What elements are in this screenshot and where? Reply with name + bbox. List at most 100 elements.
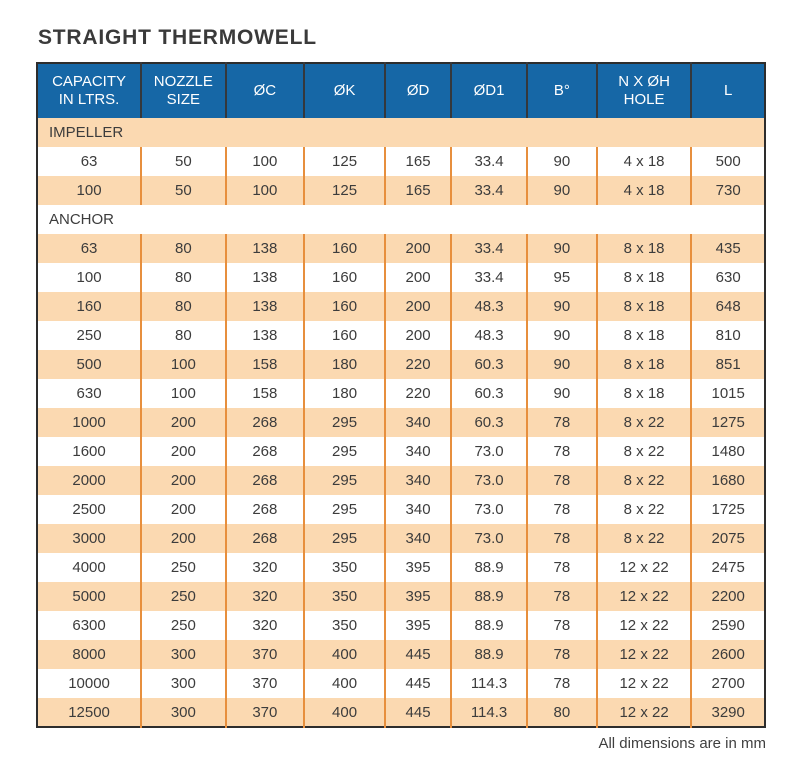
table-cell: 295 bbox=[303, 466, 385, 495]
table-cell: 3290 bbox=[690, 698, 765, 727]
table-cell: 268 bbox=[224, 437, 305, 466]
column-header: ØD bbox=[383, 63, 452, 118]
table-cell: 445 bbox=[383, 669, 452, 698]
table-cell: 125 bbox=[303, 147, 385, 176]
table-cell: 8 x 22 bbox=[595, 495, 692, 524]
table-cell: 88.9 bbox=[450, 553, 527, 582]
table-cell: 12 x 22 bbox=[595, 640, 692, 669]
table-row: 10000 300 370 400 445 114.3 78 12 x 22 2700 bbox=[37, 669, 765, 698]
table-cell: 268 bbox=[224, 466, 305, 495]
table-cell: 2500 bbox=[37, 495, 142, 524]
table-cell: 8 x 22 bbox=[595, 466, 692, 495]
table-cell: 73.0 bbox=[450, 495, 527, 524]
table-cell: 8 x 18 bbox=[595, 321, 692, 350]
table-cell: 810 bbox=[690, 321, 765, 350]
table-row: 12500 300 370 400 445 114.3 80 12 x 22 3290 bbox=[37, 698, 765, 727]
table-cell: 63 bbox=[37, 147, 142, 176]
table-header: CAPACITY IN LTRS. NOZZLE SIZE ØC ØK ØD ØD1 B° N… bbox=[37, 63, 765, 118]
table-cell: 12500 bbox=[37, 698, 142, 727]
table-cell: 350 bbox=[303, 611, 385, 640]
table-cell: 90 bbox=[525, 350, 597, 379]
table-cell: 100 bbox=[140, 350, 226, 379]
table-cell: 350 bbox=[303, 553, 385, 582]
table-cell: 88.9 bbox=[450, 640, 527, 669]
section-row: ANCHOR bbox=[37, 205, 765, 234]
table-cell: 63 bbox=[37, 234, 142, 263]
table-cell: 78 bbox=[525, 611, 597, 640]
table-cell: 100 bbox=[37, 263, 142, 292]
table-cell: 90 bbox=[525, 321, 597, 350]
table-cell: 165 bbox=[383, 176, 452, 205]
table-cell: 200 bbox=[140, 437, 226, 466]
table-cell: 220 bbox=[383, 350, 452, 379]
table-cell: 78 bbox=[525, 437, 597, 466]
table-cell: 1680 bbox=[690, 466, 765, 495]
table-cell: 350 bbox=[303, 582, 385, 611]
table-cell: 78 bbox=[525, 582, 597, 611]
table-row: 630 100 158 180 220 60.3 90 8 x 18 1015 bbox=[37, 379, 765, 408]
table-cell: 200 bbox=[140, 524, 226, 553]
table-cell: 370 bbox=[224, 669, 305, 698]
table-cell: 4 x 18 bbox=[595, 147, 692, 176]
table-cell: 160 bbox=[303, 234, 385, 263]
page-title: STRAIGHT THERMOWELL bbox=[38, 26, 317, 49]
table-cell: 158 bbox=[224, 350, 305, 379]
table-cell: 138 bbox=[224, 292, 305, 321]
table-cell: 78 bbox=[525, 466, 597, 495]
table-cell: 250 bbox=[140, 553, 226, 582]
table-cell: 220 bbox=[383, 379, 452, 408]
table-cell: 33.4 bbox=[450, 176, 527, 205]
table-cell: 138 bbox=[224, 321, 305, 350]
table-cell: 4 x 18 bbox=[595, 176, 692, 205]
table-cell: 400 bbox=[303, 698, 385, 727]
table-cell: 200 bbox=[383, 292, 452, 321]
table-row: 2500 200 268 295 340 73.0 78 8 x 22 1725 bbox=[37, 495, 765, 524]
table-row: 2000 200 268 295 340 73.0 78 8 x 22 1680 bbox=[37, 466, 765, 495]
table-cell: 90 bbox=[525, 379, 597, 408]
table-cell: 12 x 22 bbox=[595, 553, 692, 582]
table-cell: 445 bbox=[383, 698, 452, 727]
table-cell: 8 x 18 bbox=[595, 263, 692, 292]
table-cell: 114.3 bbox=[450, 698, 527, 727]
section-row: IMPELLER bbox=[37, 118, 765, 147]
table-cell: 2700 bbox=[690, 669, 765, 698]
table-cell: 158 bbox=[224, 379, 305, 408]
column-header: ØD1 bbox=[450, 63, 527, 118]
table-cell: 80 bbox=[140, 321, 226, 350]
page: STRAIGHT THERMOWELL CAPACITY IN LTRS. NOZ… bbox=[36, 26, 766, 752]
table-cell: 300 bbox=[140, 698, 226, 727]
table-cell: 100 bbox=[37, 176, 142, 205]
table-cell: 8 x 22 bbox=[595, 437, 692, 466]
table-cell: 160 bbox=[303, 292, 385, 321]
table-cell: 2475 bbox=[690, 553, 765, 582]
table-cell: 395 bbox=[383, 611, 452, 640]
table-row: 8000 300 370 400 445 88.9 78 12 x 22 2600 bbox=[37, 640, 765, 669]
table-cell: 60.3 bbox=[450, 350, 527, 379]
column-header: NOZZLE SIZE bbox=[140, 63, 226, 118]
table-cell: 8 x 18 bbox=[595, 292, 692, 321]
table-cell: 100 bbox=[224, 176, 305, 205]
table-cell: 200 bbox=[383, 263, 452, 292]
table-row: 4000 250 320 350 395 88.9 78 12 x 22 2475 bbox=[37, 553, 765, 582]
table-cell: 90 bbox=[525, 292, 597, 321]
table-cell: 60.3 bbox=[450, 408, 527, 437]
column-header: ØC bbox=[224, 63, 305, 118]
table-cell: 268 bbox=[224, 524, 305, 553]
table-cell: 340 bbox=[383, 437, 452, 466]
table-row: 1000 200 268 295 340 60.3 78 8 x 22 1275 bbox=[37, 408, 765, 437]
column-header: N X ØH HOLE bbox=[595, 63, 692, 118]
table-cell: 370 bbox=[224, 698, 305, 727]
table-cell: 400 bbox=[303, 640, 385, 669]
table-cell: 80 bbox=[140, 234, 226, 263]
table-cell: 48.3 bbox=[450, 292, 527, 321]
table-row: 1600 200 268 295 340 73.0 78 8 x 22 1480 bbox=[37, 437, 765, 466]
table-cell: 1015 bbox=[690, 379, 765, 408]
table-cell: 60.3 bbox=[450, 379, 527, 408]
section-label: ANCHOR bbox=[37, 205, 765, 234]
column-header: CAPACITY IN LTRS. bbox=[37, 63, 142, 118]
table-cell: 268 bbox=[224, 408, 305, 437]
table-cell: 1600 bbox=[37, 437, 142, 466]
thermowell-spec-table: CAPACITY IN LTRS. NOZZLE SIZE ØC ØK ØD ØD1 B° N… bbox=[36, 62, 766, 728]
table-cell: 114.3 bbox=[450, 669, 527, 698]
table-cell: 200 bbox=[140, 408, 226, 437]
